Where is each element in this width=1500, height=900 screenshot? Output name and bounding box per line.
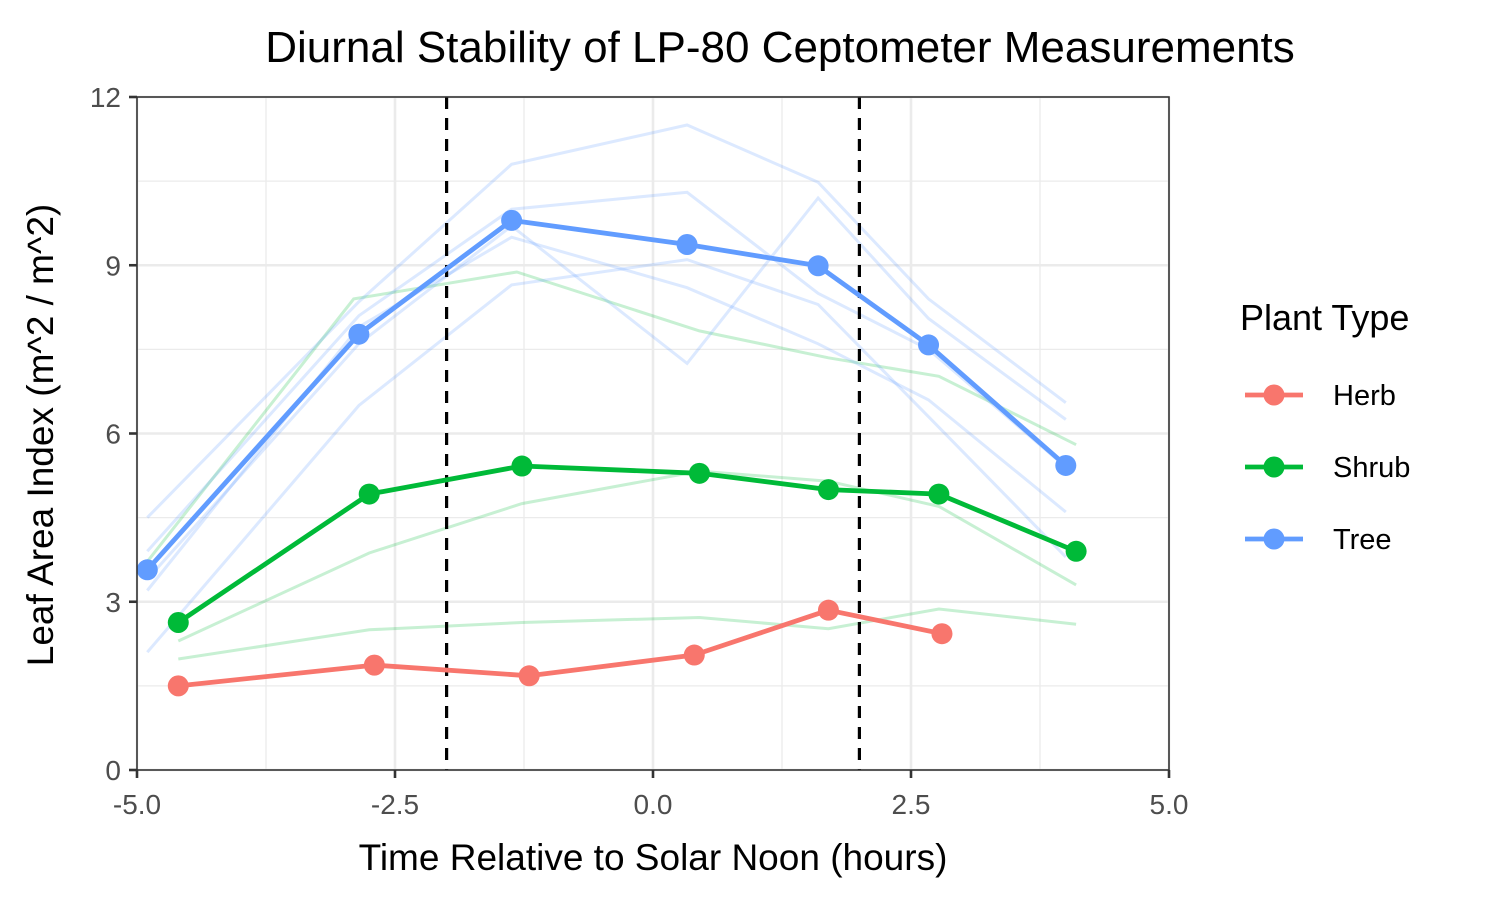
plot-panel: -5.0 -2.5 0.0 2.5 5.0 0 3 6 9 12 bbox=[90, 82, 1189, 820]
legend-key-point-tree bbox=[1263, 528, 1285, 550]
data-point-tree bbox=[136, 559, 158, 581]
y-tick-label: 6 bbox=[105, 419, 121, 450]
data-point-tree bbox=[807, 255, 829, 277]
legend-key-point-herb bbox=[1263, 384, 1285, 406]
y-tick-label: 0 bbox=[105, 755, 121, 786]
replicate-line-shrub bbox=[141, 270, 1077, 570]
y-tick-label: 12 bbox=[90, 82, 121, 113]
x-tick-label: 5.0 bbox=[1150, 789, 1189, 820]
data-point-herb bbox=[931, 623, 953, 645]
legend-label-herb: Herb bbox=[1333, 380, 1396, 412]
data-point-shrub bbox=[928, 483, 950, 505]
x-tick-label: -2.5 bbox=[371, 789, 419, 820]
data-point-herb bbox=[817, 599, 839, 621]
y-tick-label: 3 bbox=[105, 587, 121, 618]
data-point-tree bbox=[1055, 454, 1077, 476]
data-point-shrub bbox=[817, 479, 839, 501]
x-tick-label: -5.0 bbox=[113, 789, 161, 820]
data-point-tree bbox=[676, 233, 698, 255]
data-point-shrub bbox=[1065, 540, 1087, 562]
replicate-line-tree bbox=[146, 258, 1067, 654]
legend-title: Plant Type bbox=[1240, 297, 1409, 338]
data-point-shrub bbox=[358, 483, 380, 505]
legend: Plant Type Herb Shrub Tree bbox=[1240, 297, 1410, 556]
legend-label-tree: Tree bbox=[1333, 524, 1392, 556]
x-tick-label: 2.5 bbox=[892, 789, 931, 820]
data-point-tree bbox=[348, 323, 370, 345]
data-point-herb bbox=[518, 665, 540, 687]
replicate-line-tree bbox=[146, 123, 1067, 519]
data-point-tree bbox=[918, 334, 940, 356]
y-axis-title: Leaf Area Index (m^2 / m^2) bbox=[20, 204, 61, 666]
data-point-herb bbox=[167, 675, 189, 697]
y-tick-label: 9 bbox=[105, 250, 121, 281]
chart-title: Diurnal Stability of LP-80 Ceptometer Me… bbox=[265, 23, 1295, 72]
data-point-herb bbox=[363, 654, 385, 676]
data-point-herb bbox=[683, 644, 705, 666]
legend-label-shrub: Shrub bbox=[1333, 452, 1410, 484]
data-point-shrub bbox=[688, 462, 710, 484]
data-point-tree bbox=[501, 209, 523, 231]
x-tick-label: 0.0 bbox=[634, 789, 673, 820]
replicate-line-tree bbox=[146, 190, 1067, 553]
legend-key-point-shrub bbox=[1263, 456, 1285, 478]
data-point-shrub bbox=[511, 455, 533, 477]
data-point-shrub bbox=[167, 612, 189, 634]
x-axis-title: Time Relative to Solar Noon (hours) bbox=[359, 837, 948, 878]
replicate-line-shrub bbox=[178, 607, 1077, 661]
series-line-herb bbox=[178, 607, 943, 689]
